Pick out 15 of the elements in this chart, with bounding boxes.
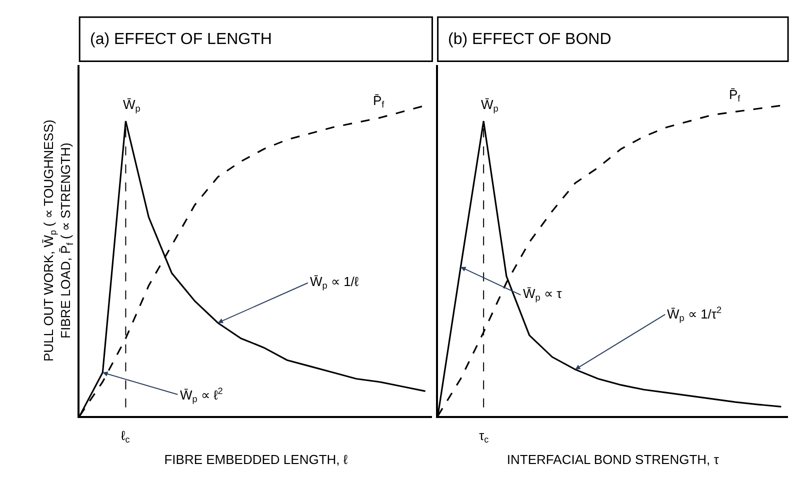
annotation: W̄$_{p}$ ∝ 1/τ$^{2}$ bbox=[667, 305, 722, 324]
series-label: P̄$_{f}$ bbox=[373, 93, 385, 110]
text: W̄$_{p}$ bbox=[481, 97, 498, 114]
text: ∝ τ bbox=[544, 286, 562, 301]
series-label: P̄$_{f}$ bbox=[729, 87, 741, 104]
x-axis-title: INTERFACIAL BOND STRENGTH, τ bbox=[506, 452, 720, 468]
series-label: W̄$_{p}$ bbox=[523, 286, 540, 303]
annotation: W̄$_{p}$ ∝ ℓ$^{2}$ bbox=[180, 386, 223, 404]
x-axis-title: FIBRE EMBEDDED LENGTH, ℓ bbox=[164, 452, 348, 468]
text: ℓ$_{c}$ bbox=[121, 428, 130, 445]
series-label: W̄$_{p}$ bbox=[123, 97, 140, 114]
text: τ$_{c}$ bbox=[479, 428, 489, 445]
chart-title: (a) EFFECT OF LENGTH bbox=[90, 31, 272, 48]
annotation: W̄$_{p}$ ∝ 1/ℓ bbox=[310, 274, 360, 291]
chart-title: (b) EFFECT OF BOND bbox=[448, 31, 612, 48]
